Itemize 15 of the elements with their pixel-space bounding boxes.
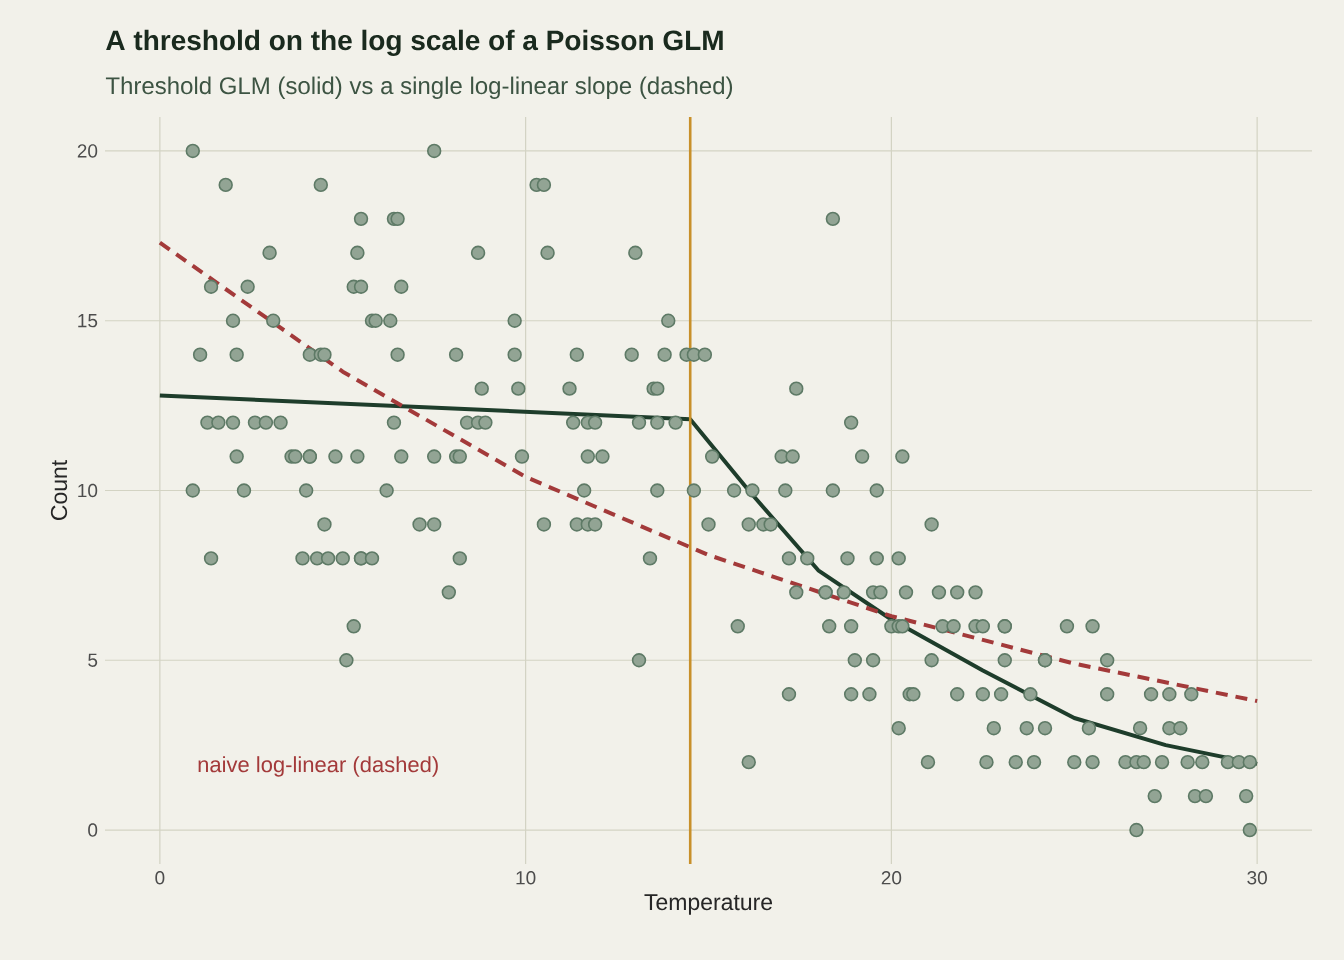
- y-tick-label: 0: [88, 823, 98, 837]
- line-series: [157, 240, 1260, 704]
- x-tick-label: 0: [155, 871, 165, 885]
- x-tick-label: 30: [1247, 871, 1267, 885]
- x-tick-label: 10: [516, 871, 536, 885]
- y-tick-label: 10: [78, 483, 98, 498]
- chart-title: A threshold on the log scale of a Poisson GLM: [106, 29, 723, 56]
- y-tick-label: 15: [78, 314, 98, 328]
- y-tick-label: 20: [77, 144, 98, 158]
- y-axis-title: Count: [50, 460, 68, 521]
- annotation: naive log-linear (dashed): [198, 756, 438, 777]
- y-tick-label: 5: [88, 653, 98, 667]
- x-axis-title: Temperature: [644, 894, 773, 915]
- chart-subtitle: Threshold GLM (solid) vs a single log-linear slope (dashed): [105, 76, 733, 99]
- x-tick-label: 20: [881, 871, 902, 885]
